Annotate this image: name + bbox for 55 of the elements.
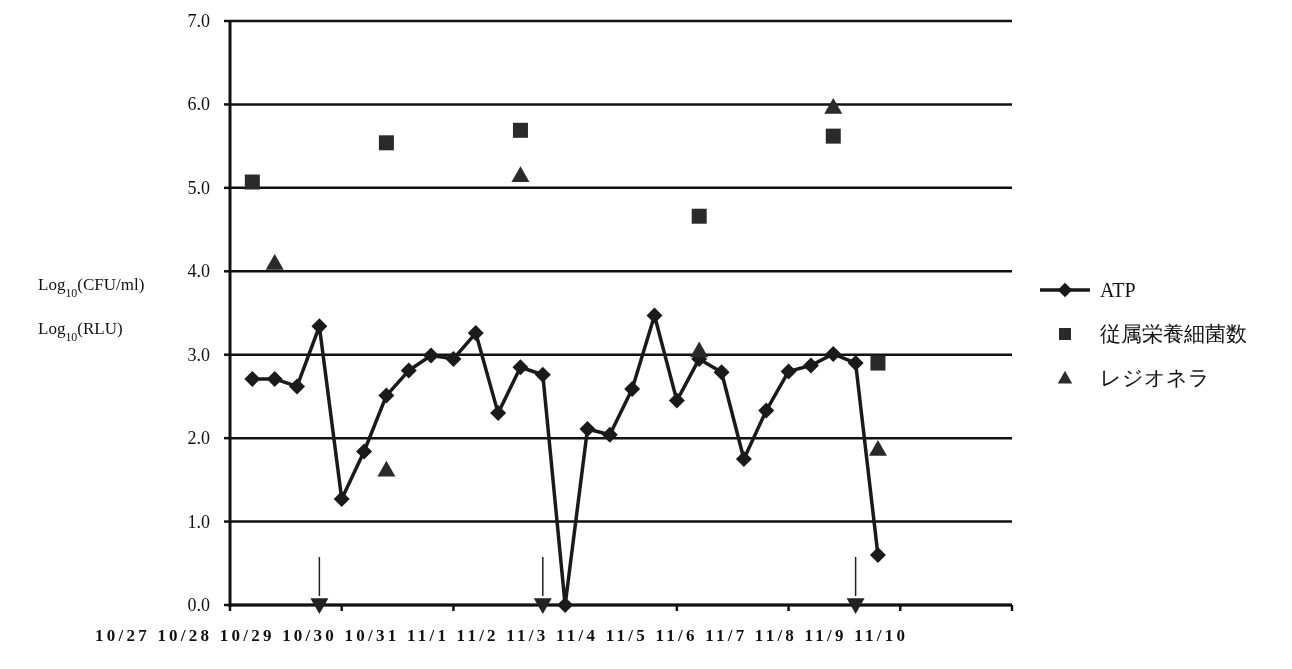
point (533, 598, 552, 614)
point (780, 363, 797, 380)
point (423, 347, 440, 364)
point (601, 426, 618, 443)
point (847, 355, 864, 372)
text: 10/27 10/28 10/29 10/30 10/31 11/1 11/2 11/3 11/4 11/5 11/6 11/7 11/8 11/9 11/10 (95, 626, 905, 645)
point (244, 174, 260, 190)
point (713, 364, 730, 381)
point (467, 325, 484, 342)
point (868, 439, 887, 456)
point (869, 546, 886, 563)
point (735, 451, 752, 467)
y-tick-label: 5.0 (187, 177, 210, 198)
y-tick-label: 4.0 (187, 261, 210, 282)
legend-label: ATP (1100, 279, 1136, 301)
point (265, 253, 284, 270)
point (377, 460, 396, 477)
point (490, 405, 507, 422)
point (512, 122, 528, 138)
point (400, 362, 417, 379)
point (870, 355, 886, 371)
point (825, 128, 841, 144)
point (624, 380, 641, 397)
y-tick-label: 6.0 (187, 94, 210, 115)
point (356, 443, 373, 460)
point (846, 598, 865, 614)
point (758, 402, 775, 419)
point (534, 366, 551, 383)
point (511, 166, 530, 183)
point (668, 392, 685, 409)
point (289, 378, 306, 395)
legend-label: レジオネラ (1100, 366, 1210, 390)
point (691, 208, 707, 224)
point (266, 370, 283, 387)
y-tick-label: 2.0 (187, 428, 210, 449)
point (690, 341, 709, 358)
point (512, 359, 529, 376)
point (825, 345, 842, 362)
point (579, 420, 596, 437)
y-tick-label: 1.0 (187, 511, 210, 532)
point (824, 97, 843, 114)
point (802, 357, 819, 374)
point (310, 598, 329, 614)
y-tick-label: 0.0 (187, 595, 210, 615)
point (445, 350, 462, 367)
legend-label: 従属栄養細菌数 (1100, 322, 1247, 346)
point (244, 370, 261, 387)
point (557, 597, 574, 613)
point (646, 307, 663, 324)
y-tick-label: 7.0 (187, 11, 210, 31)
y-tick-label: 3.0 (187, 344, 210, 365)
point (378, 387, 395, 404)
text: Log$_{10}$(CFU/ml) Log$_{10}$(RLU) (38, 275, 145, 344)
point (333, 491, 350, 508)
point (378, 135, 394, 151)
